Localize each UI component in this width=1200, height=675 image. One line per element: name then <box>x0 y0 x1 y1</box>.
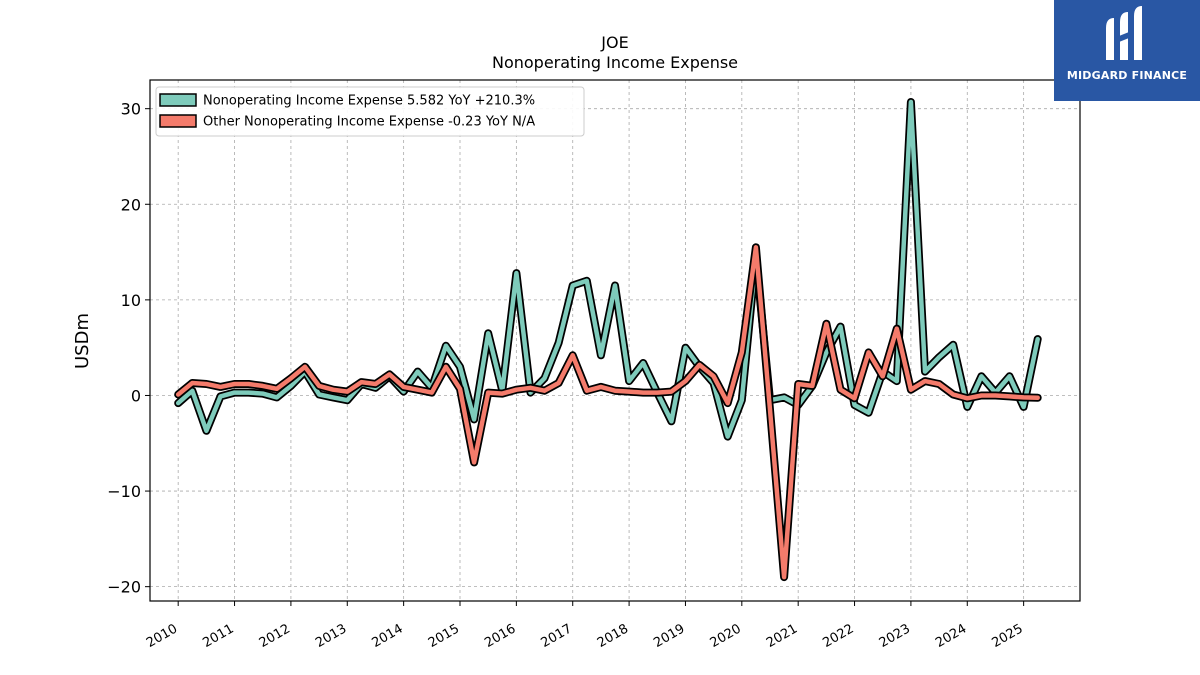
series-lines <box>174 98 1042 582</box>
x-tick-label: 2018 <box>595 621 631 651</box>
x-tick-label: 2015 <box>426 621 462 651</box>
brand-logo: MIDGARD FINANCE <box>1054 0 1200 101</box>
series-other-nonoperating-income-expense-outline <box>174 243 1042 582</box>
grid-lines <box>150 80 1080 601</box>
brand-logo-icon <box>1106 6 1142 60</box>
x-tick-label: 2011 <box>200 621 236 651</box>
x-tick-label: 2023 <box>877 621 913 651</box>
plot-frame <box>149 79 1081 602</box>
x-tick-label: 2019 <box>651 621 687 651</box>
x-tick-label: 2017 <box>539 621 575 651</box>
legend-label-other-nonoperating: Other Nonoperating Income Expense -0.23 … <box>203 115 535 130</box>
legend: Nonoperating Income Expense 5.582 YoY +2… <box>155 86 585 137</box>
series-other-nonoperating-income-expense <box>175 245 1040 580</box>
x-tick-label: 2012 <box>257 621 293 651</box>
chart-title: JOE <box>600 33 628 52</box>
x-tick-label: 2025 <box>989 621 1025 651</box>
legend-swatch-nonoperating <box>159 93 197 107</box>
y-tick-label: 10 <box>121 291 141 310</box>
x-tick-label: 2021 <box>764 621 800 651</box>
brand-name: MIDGARD FINANCE <box>1066 69 1188 82</box>
x-axis: 2010 2011 2012 2013 2014 2015 2016 2017 2018 2019… <box>144 601 1026 651</box>
x-tick-label: 2016 <box>482 621 518 651</box>
x-tick-label: 2020 <box>708 621 744 651</box>
x-tick-label: 2024 <box>933 621 969 651</box>
legend-label-nonoperating: Nonoperating Income Expense 5.582 YoY +2… <box>203 94 535 109</box>
y-tick-label: −10 <box>107 482 141 501</box>
x-tick-label: 2010 <box>144 621 180 651</box>
y-axis-label: USDm <box>72 313 93 369</box>
chart-subtitle: Nonoperating Income Expense <box>492 53 738 72</box>
legend-swatch-other-nonoperating <box>159 114 197 128</box>
series-nonoperating-income-expense <box>175 99 1040 439</box>
legend-box <box>155 86 585 137</box>
y-tick-label: 30 <box>121 100 141 119</box>
y-axis: −20 −10 0 10 20 30 <box>107 100 150 597</box>
x-tick-label: 2022 <box>820 621 856 651</box>
y-tick-label: 20 <box>121 195 141 214</box>
y-tick-label: 0 <box>131 386 141 405</box>
y-tick-label: −20 <box>107 578 141 597</box>
x-tick-label: 2013 <box>313 621 349 651</box>
x-tick-label: 2014 <box>369 621 405 651</box>
